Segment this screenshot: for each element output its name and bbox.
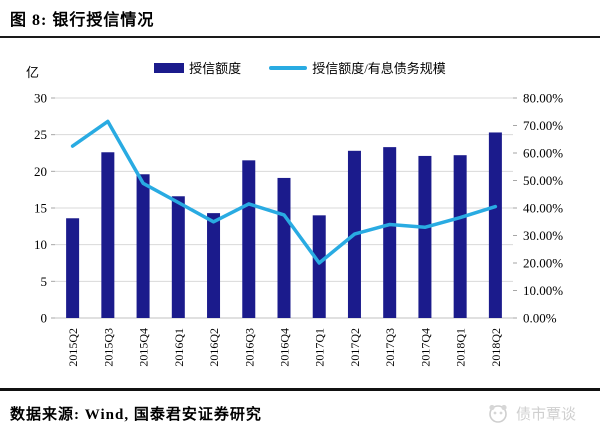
- chart-area: 授信额度 授信额度/有息债务规模 亿 0 5 10 15 20 25 30 80.00% 70.…: [0, 38, 600, 388]
- left-axis-tick-label: 15: [34, 201, 47, 216]
- x-axis-label-2017Q2: 2017Q2: [348, 328, 362, 367]
- legend: 授信额度 授信额度/有息债务规模: [0, 58, 600, 77]
- x-axis-label-2016Q1: 2016Q1: [172, 328, 186, 367]
- bar-2015Q3: [101, 152, 115, 318]
- left-axis-tick-label: 20: [34, 164, 47, 179]
- bar-2018Q2: [488, 132, 502, 318]
- bar-2015Q2: [66, 218, 80, 318]
- x-axis-label-2018Q1: 2018Q1: [454, 328, 468, 367]
- legend-item-line: 授信额度/有息债务规模: [269, 58, 446, 77]
- line-swatch-icon: [269, 65, 308, 70]
- x-axis-label-2016Q2: 2016Q2: [207, 328, 221, 367]
- bar-2017Q3: [383, 147, 397, 318]
- left-axis-tick-label: 25: [34, 127, 47, 142]
- legend-item-bar: 授信额度: [154, 58, 241, 77]
- x-axis-label-2017Q4: 2017Q4: [418, 328, 432, 367]
- x-axis-label-2015Q3: 2015Q3: [101, 328, 115, 367]
- x-axis-label-2015Q2: 2015Q2: [66, 328, 80, 367]
- combo-chart-plot: 0 5 10 15 20 25 30 80.00% 70.00% 60.00% 50.00% 40.0…: [34, 91, 563, 367]
- x-axis-label-2016Q3: 2016Q3: [242, 328, 256, 367]
- legend-bar-label: 授信额度: [189, 61, 242, 76]
- right-axis-tick-label: 80.00%: [523, 91, 563, 106]
- x-axis-label-2017Q3: 2017Q3: [383, 328, 397, 367]
- left-axis-tick-label: 0: [41, 311, 48, 326]
- left-axis-tick-label: 30: [34, 91, 47, 106]
- left-axis-tick-label: 10: [34, 237, 47, 252]
- watermark-text: 债市覃谈: [515, 406, 576, 423]
- title-divider: [0, 36, 600, 38]
- right-axis-tick-label: 70.00%: [523, 118, 563, 133]
- panda-logo-icon: [489, 404, 507, 423]
- bar-2016Q2: [207, 213, 221, 318]
- x-axis-label-2018Q2: 2018Q2: [489, 328, 503, 367]
- watermark: 债市覃谈: [486, 401, 576, 425]
- x-axis-label-2017Q1: 2017Q1: [313, 328, 327, 367]
- right-axis-tick-label: 20.00%: [523, 256, 563, 271]
- bar-swatch-icon: [154, 62, 185, 73]
- left-axis-unit-label: 亿: [26, 65, 40, 80]
- bar-2017Q1: [312, 215, 326, 318]
- bar-2016Q3: [242, 160, 256, 318]
- bar-2015Q4: [136, 174, 150, 318]
- legend-line-label: 授信额度/有息债务规模: [312, 61, 446, 76]
- trend-line: [70, 119, 498, 265]
- bar-2017Q4: [418, 155, 432, 318]
- bar-2018Q1: [453, 155, 467, 318]
- figure-title-row: 图 8: 银行授信情况: [0, 0, 600, 34]
- footer-divider: [0, 388, 600, 391]
- bar-2016Q1: [171, 196, 185, 318]
- right-axis-tick-label: 10.00%: [523, 283, 563, 298]
- x-axis-label-2015Q4: 2015Q4: [137, 328, 151, 367]
- left-axis-tick-label: 5: [41, 274, 48, 289]
- right-axis-tick-label: 50.00%: [523, 173, 563, 188]
- bar-2016Q4: [277, 177, 291, 318]
- figure-title: 图 8: 银行授信情况: [10, 12, 155, 29]
- footer: 数据来源: Wind, 国泰君安证券研究 债市覃谈: [0, 391, 600, 425]
- right-axis-tick-label: 40.00%: [523, 201, 563, 216]
- right-axis-tick-label: 30.00%: [523, 228, 563, 243]
- right-axis-tick-label: 60.00%: [523, 146, 563, 161]
- x-axis-label-2016Q4: 2016Q4: [278, 328, 292, 367]
- right-axis-tick-label: 0.00%: [523, 311, 557, 326]
- data-source-text: 数据来源: Wind, 国泰君安证券研究: [10, 406, 262, 423]
